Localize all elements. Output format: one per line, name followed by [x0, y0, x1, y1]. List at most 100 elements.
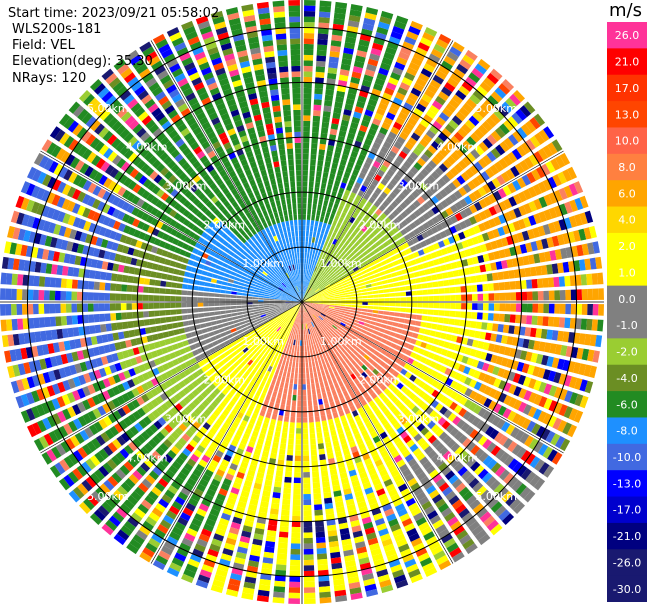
radar-gate	[367, 298, 374, 302]
radar-gate	[324, 282, 330, 287]
radar-gate	[280, 364, 285, 371]
radar-gate	[414, 277, 422, 284]
radar-gate	[373, 350, 380, 357]
radar-gate	[528, 200, 538, 212]
radar-gate	[342, 219, 349, 226]
radar-gate	[323, 380, 329, 387]
radar-gate	[464, 276, 472, 284]
radar-gate	[443, 537, 456, 549]
radar-gate	[427, 174, 436, 184]
radar-gate	[312, 303, 319, 305]
radar-gate	[422, 31, 435, 42]
radar-gate	[483, 493, 495, 505]
radar-gate	[499, 140, 510, 153]
radar-gate	[236, 311, 243, 316]
radar-gate	[384, 379, 392, 387]
radar-gate	[533, 477, 546, 491]
radar-gate	[407, 117, 418, 127]
radar-gate	[329, 305, 335, 307]
radar-gate	[403, 363, 411, 371]
radar-gate	[357, 324, 364, 329]
radar-gate	[429, 235, 438, 244]
radar-gate	[598, 304, 604, 316]
radar-gate	[368, 196, 376, 204]
radar-gate	[338, 333, 345, 339]
radar-gate	[328, 396, 334, 403]
radar-gate	[357, 407, 365, 415]
radar-gate	[545, 430, 556, 444]
radar-gate	[405, 349, 413, 357]
radar-gate	[304, 340, 307, 346]
radar-gate	[446, 438, 457, 449]
radar-gate	[438, 431, 448, 441]
radar-gate	[304, 291, 307, 297]
radar-gate	[422, 212, 431, 221]
radar-gate	[328, 295, 335, 298]
radar-gate	[390, 31, 403, 40]
radar-gate	[336, 221, 342, 229]
radar-gate	[487, 95, 499, 107]
radar-gate	[318, 299, 324, 302]
radar-gate	[433, 43, 446, 54]
radar-gate	[303, 120, 311, 127]
radar-gate	[420, 153, 430, 163]
radar-gate	[341, 237, 347, 244]
radar-gate	[302, 208, 307, 215]
radar-gate	[323, 333, 328, 339]
radar-gate	[398, 150, 408, 160]
radar-gate	[320, 328, 325, 335]
radar-gate	[305, 367, 309, 374]
radar-gate	[377, 314, 384, 319]
radar-gate	[322, 171, 329, 179]
radar-gate	[483, 77, 496, 89]
radar-gate	[546, 356, 555, 368]
radar-gate	[333, 226, 339, 234]
radar-gate	[396, 169, 405, 178]
radar-gate	[315, 526, 325, 533]
radar-gate	[376, 281, 383, 286]
radar-gate	[350, 122, 359, 130]
radar-gate	[551, 330, 559, 341]
radar-gate	[365, 316, 372, 320]
radar-gate	[273, 373, 278, 381]
radar-gate	[422, 114, 434, 124]
radar-gate	[344, 103, 354, 111]
radar-gate	[430, 399, 440, 409]
radar-gate	[303, 285, 305, 292]
radar-gate	[560, 247, 568, 259]
radar-gate	[464, 516, 477, 528]
radar-gate	[452, 178, 462, 188]
radar-gate	[547, 222, 557, 234]
radar-gate	[501, 490, 513, 503]
radar-gate	[304, 291, 307, 298]
radar-gate	[354, 370, 361, 378]
radar-gate	[397, 275, 404, 281]
radar-gate	[528, 215, 537, 226]
radar-gate	[338, 130, 347, 138]
radar-gate	[505, 168, 516, 180]
radar-gate	[316, 60, 326, 68]
radar-gate	[327, 418, 334, 426]
radar-gate	[576, 289, 583, 301]
radar-gate	[493, 431, 504, 443]
radar-gate	[570, 303, 577, 315]
radar-gate	[317, 305, 324, 308]
radar-gate	[322, 326, 328, 332]
radar-gate	[448, 253, 456, 262]
radar-gate	[330, 45, 341, 53]
radar-gate	[345, 304, 352, 307]
radar-gate	[367, 426, 376, 434]
radar-gate	[551, 357, 560, 369]
radar-gate	[367, 309, 373, 313]
radar-gate	[271, 379, 277, 386]
radar-gate	[500, 237, 509, 247]
radar-gate	[322, 245, 327, 252]
radar-gate	[368, 372, 376, 380]
radar-gate	[236, 305, 242, 309]
radar-gate	[435, 116, 446, 127]
radar-gate	[410, 482, 421, 492]
radar-gate	[225, 330, 232, 335]
radar-gate	[429, 410, 438, 419]
radar-gate	[330, 167, 337, 175]
radar-gate	[155, 325, 163, 332]
